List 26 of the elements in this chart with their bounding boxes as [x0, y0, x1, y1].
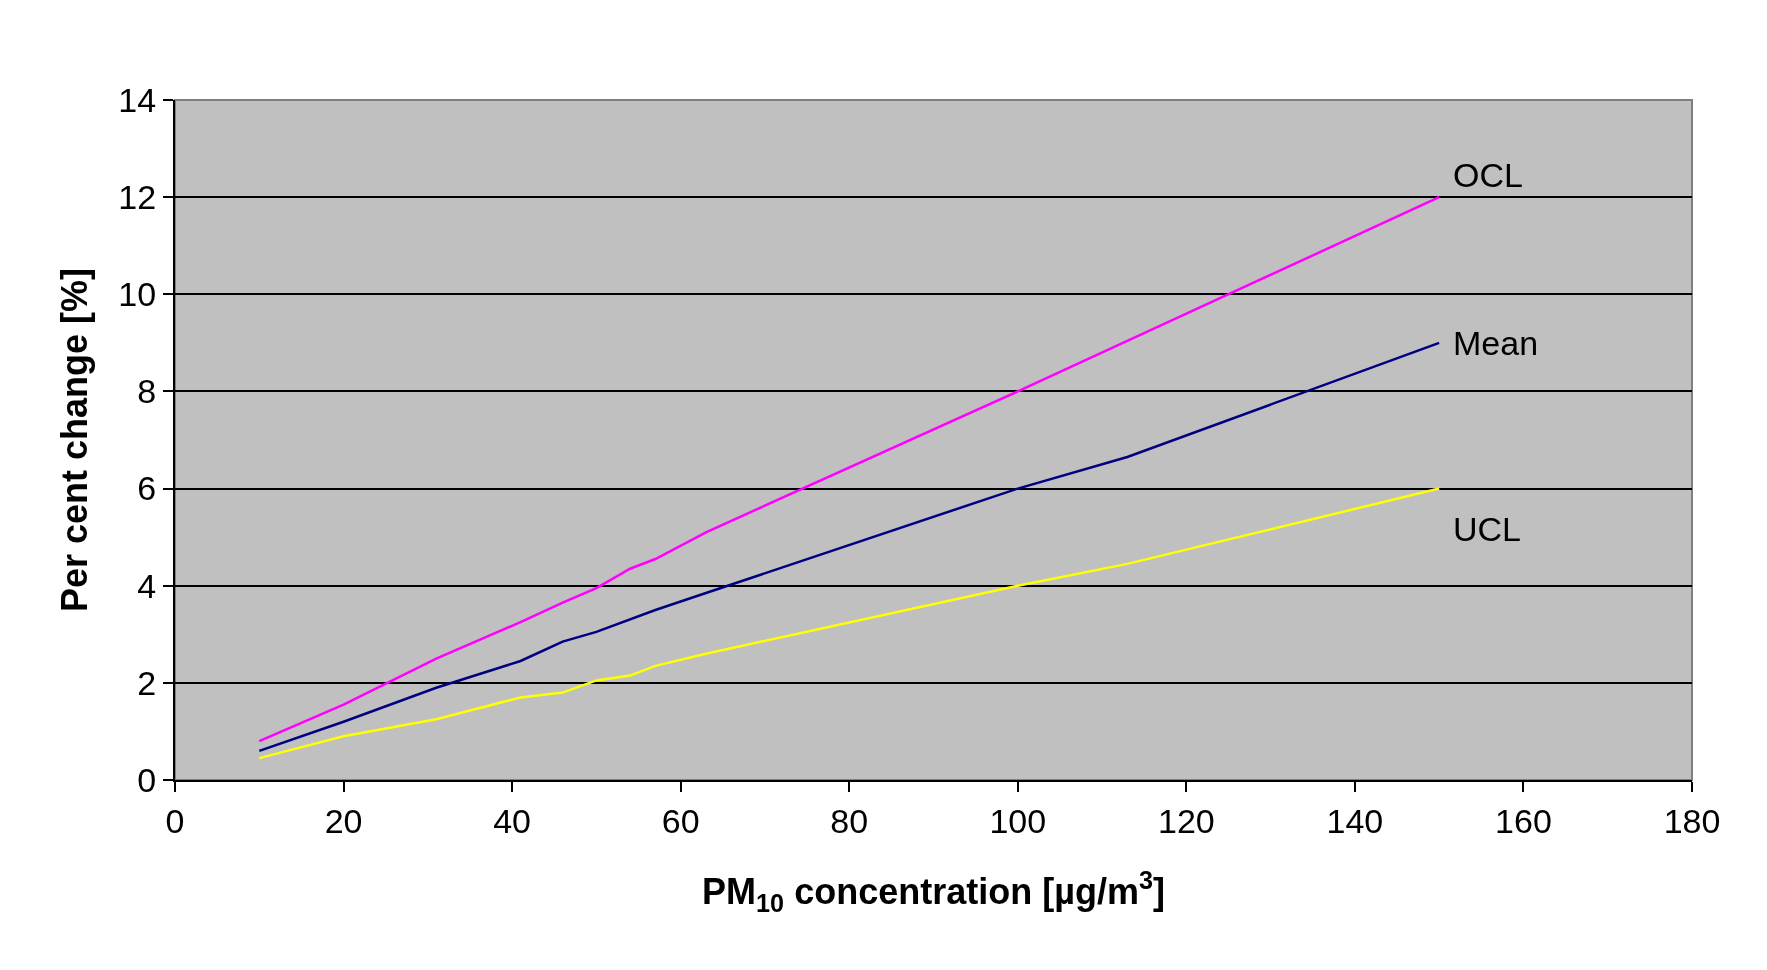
x-tick-label: 80	[830, 801, 869, 840]
y-tick-label: 2	[137, 663, 157, 702]
x-tick-label: 0	[165, 801, 185, 840]
line-series	[258, 487, 1441, 760]
x-tick-label: 120	[1157, 801, 1215, 840]
x-tick-label: 20	[324, 801, 363, 840]
x-tick-label: 140	[1326, 801, 1384, 840]
line-series	[258, 341, 1441, 753]
x-axis-title: PM$_{10}$ concentration [µg/m$^{3}$]	[702, 865, 1165, 917]
line-series	[258, 195, 1441, 743]
y-tick-label: 14	[118, 80, 157, 119]
series-label: Mean	[1453, 324, 1539, 362]
y-axis-title: Per cent change [%]	[53, 267, 95, 613]
series-label: UCL	[1453, 510, 1522, 548]
y-tick-label: 12	[118, 178, 157, 217]
y-tick-label: 0	[137, 760, 157, 799]
x-tick-label: 160	[1495, 801, 1552, 840]
x-tick-label: 40	[493, 801, 532, 840]
y-tick-label: 6	[137, 469, 157, 508]
y-tick-label: 10	[118, 275, 157, 314]
x-tick-label: 100	[989, 801, 1047, 840]
y-tick-label: 8	[137, 372, 157, 411]
series-label: OCL	[1453, 156, 1523, 194]
x-tick-label: 60	[661, 801, 700, 840]
y-tick-label: 4	[137, 566, 157, 605]
x-tick-label: 180	[1663, 801, 1721, 840]
